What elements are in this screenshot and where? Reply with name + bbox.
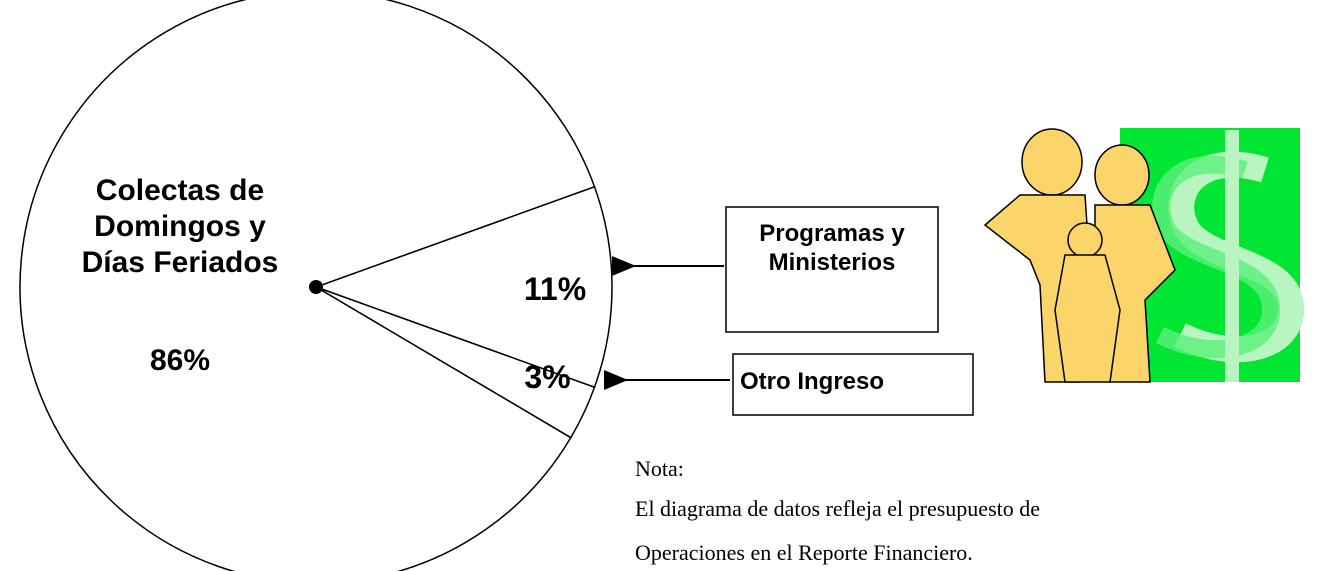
note-line: Operaciones en el Reporte Financiero. — [635, 540, 973, 565]
pie-slice — [313, 185, 613, 389]
callout-label: Programas y Ministerios — [759, 220, 905, 276]
slice-category-label: Colectas de Domingos y Días Feriados — [81, 174, 279, 279]
note-title: Nota: — [635, 456, 684, 481]
slice-value-label: 11% — [523, 271, 587, 307]
note-line: El diagrama de datos refleja el presupue… — [635, 496, 1041, 521]
callout-box — [732, 353, 974, 416]
pie-center — [309, 280, 323, 294]
callout-box — [725, 206, 939, 333]
slice-value-label: 3% — [524, 359, 571, 395]
slice-value-label: 86% — [149, 344, 211, 377]
callout-label: Otro Ingreso — [740, 368, 885, 395]
pie — [19, 0, 613, 571]
clipart — [983, 128, 1305, 383]
pie-slice — [19, 0, 596, 571]
